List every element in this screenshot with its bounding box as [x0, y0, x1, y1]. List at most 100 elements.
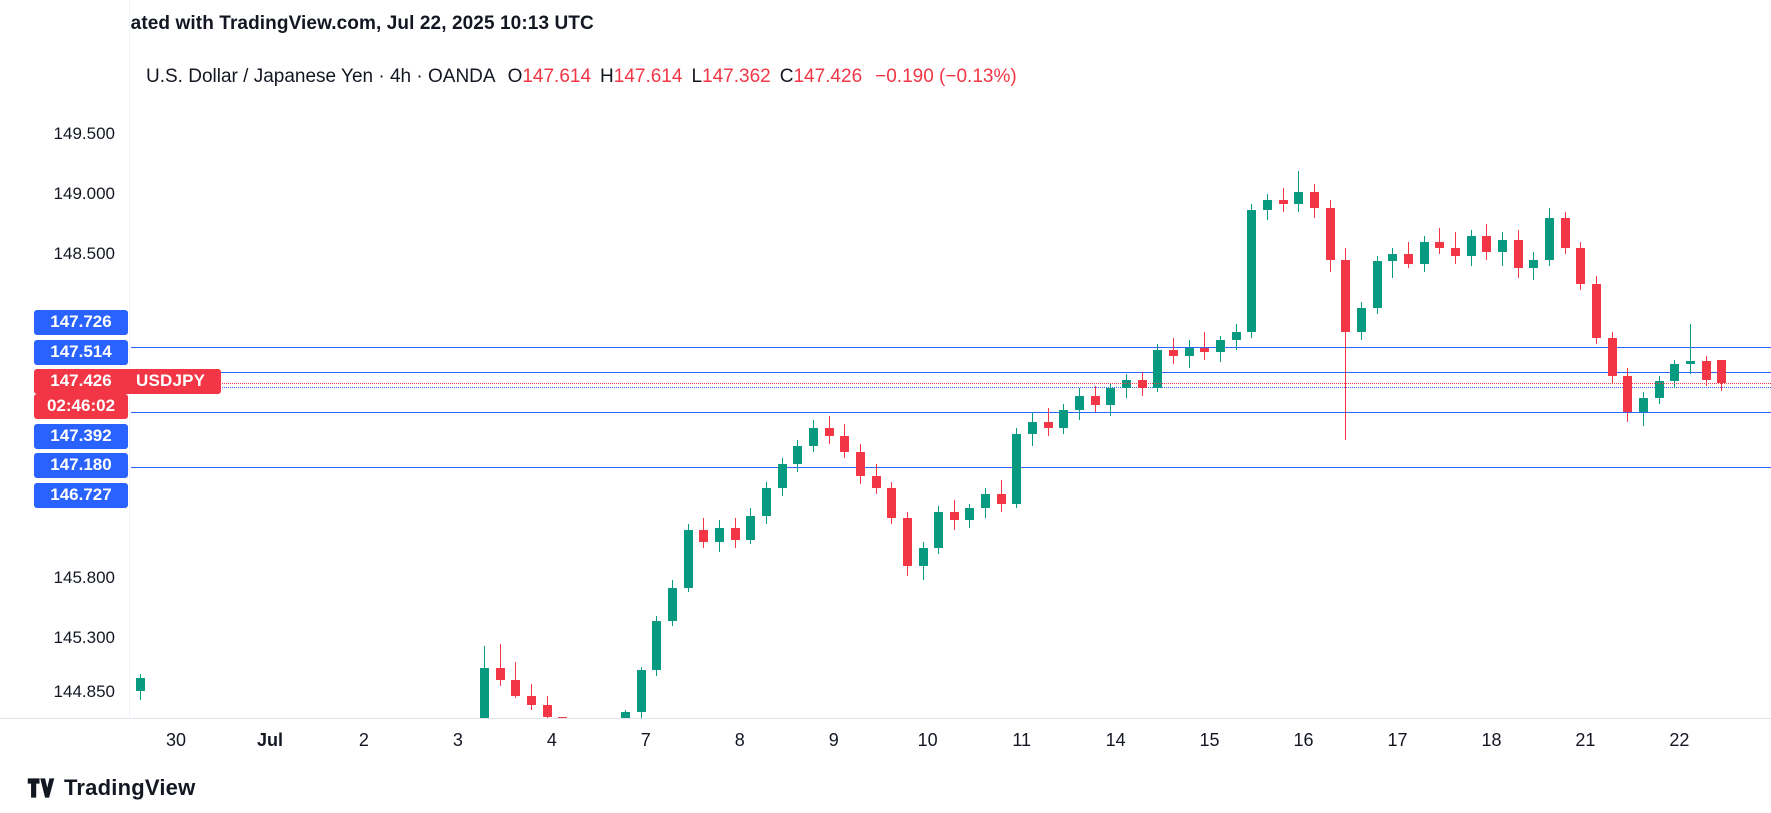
- time-axis-label: 2: [358, 730, 369, 750]
- candle[interactable]: [1106, 388, 1116, 406]
- chart-plot-area[interactable]: [131, 100, 1771, 718]
- candle-wick: [1392, 248, 1394, 278]
- candle[interactable]: [1654, 381, 1664, 398]
- candle[interactable]: [1043, 422, 1053, 428]
- candle[interactable]: [667, 587, 677, 622]
- candle[interactable]: [1184, 347, 1194, 356]
- candle[interactable]: [1200, 347, 1210, 353]
- candle[interactable]: [1059, 410, 1069, 428]
- price-level-line[interactable]: [131, 466, 1771, 468]
- candle[interactable]: [1169, 350, 1179, 356]
- candle[interactable]: [1028, 422, 1038, 434]
- candle[interactable]: [1497, 239, 1507, 252]
- candle[interactable]: [495, 668, 505, 680]
- time-axis-label: 30: [166, 730, 187, 750]
- candle[interactable]: [1419, 242, 1429, 264]
- candle[interactable]: [558, 717, 568, 718]
- candle[interactable]: [1137, 380, 1147, 389]
- candle[interactable]: [1623, 376, 1633, 413]
- candle[interactable]: [1685, 360, 1695, 365]
- candle[interactable]: [1325, 208, 1335, 260]
- candle[interactable]: [636, 670, 646, 713]
- ohlc-high: H147.614: [600, 66, 683, 87]
- candle[interactable]: [1122, 380, 1132, 389]
- candle[interactable]: [1638, 398, 1648, 413]
- tradingview-footer[interactable]: TradingView: [27, 771, 195, 805]
- candle[interactable]: [714, 527, 724, 542]
- candle[interactable]: [1435, 242, 1445, 248]
- candle[interactable]: [981, 494, 991, 509]
- time-axis-label: 3: [452, 730, 463, 750]
- candle[interactable]: [683, 530, 693, 588]
- candle[interactable]: [1278, 200, 1288, 204]
- price-level-line[interactable]: [131, 372, 1771, 374]
- candle[interactable]: [887, 488, 897, 518]
- candle[interactable]: [1090, 395, 1100, 406]
- candle[interactable]: [777, 464, 787, 488]
- candle[interactable]: [699, 530, 709, 542]
- candle[interactable]: [1529, 260, 1539, 269]
- candle[interactable]: [824, 428, 834, 437]
- candle[interactable]: [855, 452, 865, 476]
- candle[interactable]: [1403, 254, 1413, 264]
- candle[interactable]: [1560, 218, 1570, 248]
- candle[interactable]: [793, 446, 803, 464]
- candle[interactable]: [871, 476, 881, 488]
- price-level-line[interactable]: [131, 346, 1771, 348]
- candle[interactable]: [1544, 218, 1554, 260]
- candle[interactable]: [1607, 338, 1617, 377]
- price-level-line[interactable]: [131, 412, 1771, 414]
- candle[interactable]: [1075, 395, 1085, 410]
- ohlc-open: O147.614: [507, 66, 592, 87]
- candle-wick: [499, 644, 501, 686]
- candle[interactable]: [1372, 261, 1382, 308]
- candle[interactable]: [1591, 284, 1601, 338]
- candle[interactable]: [480, 668, 490, 718]
- candle[interactable]: [1576, 248, 1586, 284]
- candle[interactable]: [1153, 350, 1163, 389]
- candle[interactable]: [1513, 239, 1523, 269]
- candle[interactable]: [949, 512, 959, 521]
- candle[interactable]: [511, 680, 521, 696]
- price-axis-label: 145.300: [53, 628, 115, 647]
- candle[interactable]: [1341, 260, 1351, 332]
- candle[interactable]: [1450, 248, 1460, 257]
- candle[interactable]: [1263, 200, 1273, 210]
- candle[interactable]: [1216, 340, 1226, 353]
- candle[interactable]: [1482, 236, 1492, 252]
- candle[interactable]: [1012, 434, 1022, 504]
- candle[interactable]: [1717, 360, 1727, 383]
- candle[interactable]: [620, 712, 630, 718]
- symbol-title[interactable]: U.S. Dollar / Japanese Yen · 4h · OANDA: [146, 66, 496, 87]
- candle[interactable]: [1356, 308, 1366, 332]
- candle[interactable]: [652, 621, 662, 671]
- candle[interactable]: [996, 494, 1006, 504]
- ohlc-close: C147.426: [779, 66, 863, 87]
- candle[interactable]: [1388, 254, 1398, 262]
- candle[interactable]: [1466, 236, 1476, 257]
- candle[interactable]: [840, 436, 850, 452]
- candle[interactable]: [1247, 209, 1257, 332]
- candle[interactable]: [542, 705, 552, 718]
- candle[interactable]: [135, 677, 145, 691]
- candle[interactable]: [730, 527, 740, 540]
- candle[interactable]: [1231, 332, 1241, 341]
- candle[interactable]: [761, 488, 771, 516]
- candle[interactable]: [902, 518, 912, 566]
- candle[interactable]: [965, 508, 975, 521]
- time-axis-label: 17: [1387, 730, 1408, 750]
- candle[interactable]: [1670, 364, 1680, 382]
- candle[interactable]: [746, 515, 756, 540]
- price-axis[interactable]: 149.500 149.000 148.500 145.800 145.300 144.8…: [0, 0, 130, 718]
- candle[interactable]: [527, 695, 536, 706]
- candle[interactable]: [808, 428, 818, 446]
- candle[interactable]: [1294, 191, 1304, 204]
- candle[interactable]: [1701, 360, 1711, 380]
- candle[interactable]: [918, 548, 928, 566]
- candle[interactable]: [1310, 191, 1319, 209]
- candle[interactable]: [934, 512, 944, 548]
- price-axis-label: 149.000: [53, 184, 115, 203]
- price-level-line[interactable]: [131, 386, 1771, 388]
- time-axis[interactable]: 30 Jul 2 3 4 7 8 9 10 11 14 15 16 17 18 21 22: [0, 718, 1771, 770]
